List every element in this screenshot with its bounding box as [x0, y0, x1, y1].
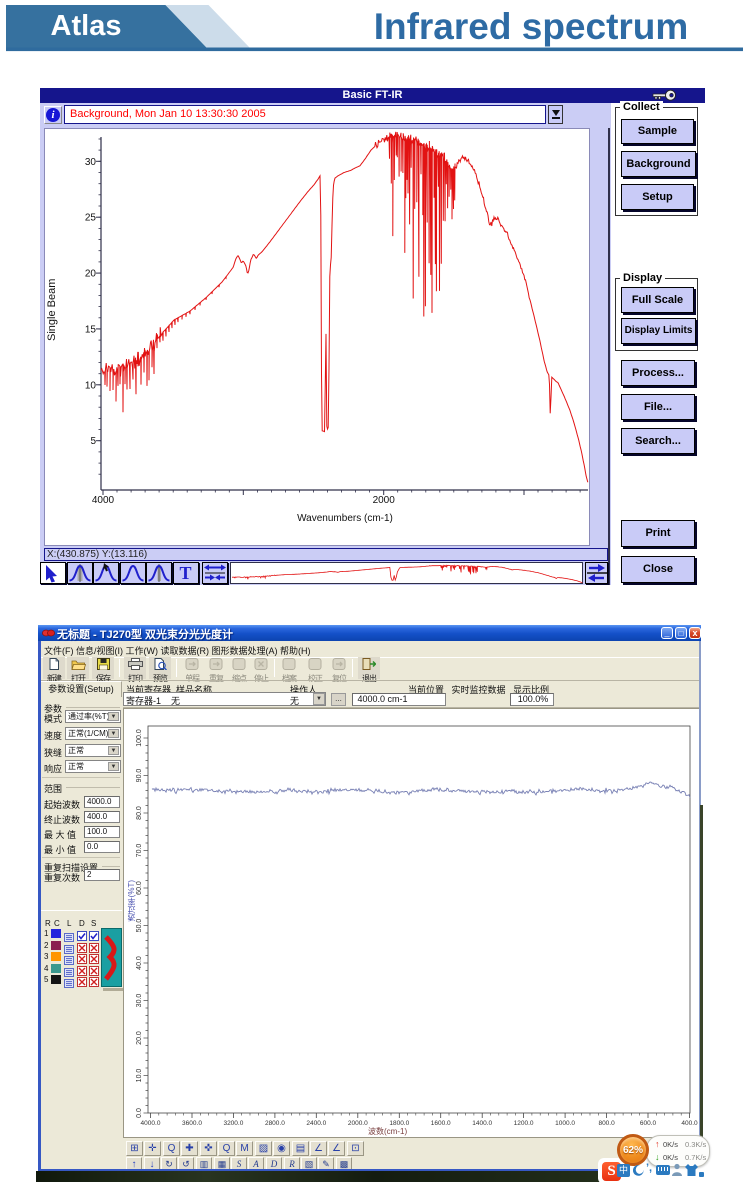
- svg-text:1600.0: 1600.0: [431, 1120, 451, 1127]
- svg-text:25: 25: [85, 213, 97, 224]
- svg-text:15: 15: [85, 324, 97, 335]
- svg-text:80.0: 80.0: [136, 806, 143, 820]
- svg-text:1400.0: 1400.0: [472, 1120, 492, 1127]
- svg-text:600.0: 600.0: [640, 1120, 657, 1127]
- svg-text:2000: 2000: [373, 495, 396, 506]
- svg-text:70.0: 70.0: [136, 844, 143, 858]
- svg-text:1000.0: 1000.0: [555, 1120, 575, 1127]
- svg-text:Wavenumbers (cm-1): Wavenumbers (cm-1): [297, 513, 393, 524]
- svg-text:20: 20: [85, 269, 97, 280]
- svg-text:0.0: 0.0: [136, 1108, 143, 1118]
- svg-text:30.0: 30.0: [136, 994, 143, 1008]
- svg-text:50.0: 50.0: [136, 919, 143, 933]
- svg-text:5: 5: [90, 436, 96, 447]
- svg-text:3600.0: 3600.0: [182, 1120, 202, 1127]
- svg-text:1800.0: 1800.0: [389, 1120, 409, 1127]
- svg-text:40.0: 40.0: [136, 956, 143, 970]
- svg-text:400.0: 400.0: [681, 1120, 698, 1127]
- svg-text:4000: 4000: [92, 495, 115, 506]
- svg-text:20.0: 20.0: [136, 1031, 143, 1045]
- svg-text:2800.0: 2800.0: [265, 1120, 285, 1127]
- svg-text:10.0: 10.0: [136, 1069, 143, 1083]
- svg-text:10: 10: [85, 380, 97, 391]
- svg-text:800.0: 800.0: [598, 1120, 615, 1127]
- svg-text:1200.0: 1200.0: [514, 1120, 534, 1127]
- svg-text:2400.0: 2400.0: [306, 1120, 326, 1127]
- svg-text:90.0: 90.0: [136, 769, 143, 783]
- svg-text:3200.0: 3200.0: [223, 1120, 243, 1127]
- svg-text:60.0: 60.0: [136, 881, 143, 895]
- svg-text:100.0: 100.0: [136, 729, 143, 747]
- svg-text:2000.0: 2000.0: [348, 1120, 368, 1127]
- svg-text:30: 30: [85, 157, 97, 168]
- svg-text:4000.0: 4000.0: [141, 1120, 161, 1127]
